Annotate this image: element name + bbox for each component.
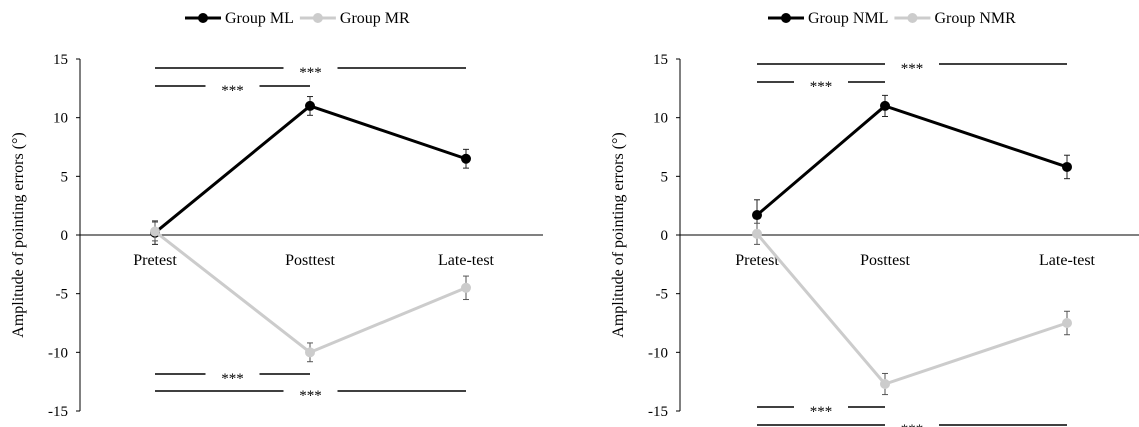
data-point <box>461 282 471 293</box>
data-point <box>305 100 315 111</box>
y-tick-label: 0 <box>661 228 669 244</box>
data-point <box>752 210 762 221</box>
significance-label: *** <box>221 83 244 99</box>
data-point <box>461 153 471 164</box>
y-tick-label: 10 <box>53 111 68 127</box>
x-category-label: Pretest <box>735 252 779 269</box>
data-point <box>150 226 160 237</box>
y-tick-label: 0 <box>61 228 69 244</box>
data-point <box>752 228 762 239</box>
y-axis-label: Amplitude of pointing errors (°) <box>10 132 27 337</box>
chart-panel-1: 15 10 5 0 -5 -10 -15 Pretest Posttest Late-test Am… <box>10 10 543 420</box>
chart-panel-2: 15 10 5 0 -5 -10 -15 Pretest Posttest Late-test Am… <box>610 10 1139 427</box>
data-point <box>880 100 890 111</box>
y-tick-label: -10 <box>648 345 668 361</box>
data-point <box>880 379 890 390</box>
y-tick-label: 10 <box>653 111 668 127</box>
y-tick-label: -15 <box>48 404 68 420</box>
y-tick-label: 15 <box>653 52 668 68</box>
significance-label: *** <box>901 422 924 427</box>
legend-label: Group MR <box>340 10 410 27</box>
y-tick-label: 15 <box>53 52 68 68</box>
significance-label: *** <box>901 61 924 77</box>
legend-marker <box>781 13 791 23</box>
y-tick-label: -15 <box>648 404 668 420</box>
legend-label: Group NML <box>808 10 888 27</box>
data-point <box>1062 318 1072 328</box>
y-tick-label: -5 <box>656 287 669 303</box>
x-category-label: Late-test <box>1039 252 1096 269</box>
significance-label: *** <box>299 65 322 81</box>
x-category-label: Pretest <box>133 252 177 269</box>
series-line-1 <box>756 104 1068 217</box>
data-point <box>305 347 315 358</box>
y-tick-label: -10 <box>48 345 68 361</box>
y-axis-label: Amplitude of pointing errors (°) <box>610 132 627 337</box>
legend-label: Group ML <box>225 10 294 27</box>
legend-marker <box>312 13 323 23</box>
legend-marker <box>198 13 208 23</box>
series-line-2 <box>755 232 1068 386</box>
data-point <box>1062 161 1072 172</box>
x-category-label: Posttest <box>285 252 335 269</box>
significance-label: *** <box>810 404 833 420</box>
significance-label: *** <box>221 371 244 387</box>
significance-label: *** <box>810 79 833 95</box>
series-line-1 <box>154 104 467 234</box>
y-tick-label: 5 <box>61 169 69 185</box>
series-line-2 <box>154 230 467 354</box>
legend-label: Group NMR <box>934 10 1016 27</box>
legend-marker <box>907 13 918 23</box>
x-category-label: Posttest <box>860 252 910 269</box>
x-category-label: Late-test <box>438 252 495 269</box>
y-tick-label: -5 <box>56 287 69 303</box>
y-tick-label: 5 <box>661 169 669 185</box>
significance-label: *** <box>299 388 322 404</box>
